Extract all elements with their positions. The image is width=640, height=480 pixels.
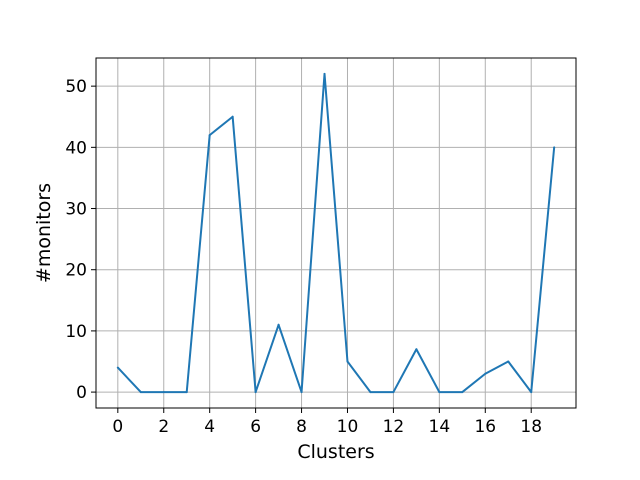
x-tick-label: 16 (474, 417, 496, 437)
y-tick-label: 0 (76, 383, 87, 403)
y-tick-label: 30 (65, 200, 87, 220)
data-point (438, 391, 441, 394)
data-point (530, 391, 533, 394)
data-point (346, 360, 349, 363)
data-point (162, 391, 165, 394)
x-tick-label: 10 (337, 417, 359, 437)
y-axis-label: #monitors (33, 183, 55, 283)
data-point (415, 348, 418, 351)
data-point (185, 391, 188, 394)
data-point (323, 72, 326, 75)
data-point (208, 134, 211, 137)
x-tick-label: 2 (158, 417, 169, 437)
data-point (254, 391, 257, 394)
x-tick-label: 8 (296, 417, 307, 437)
x-tick-label: 6 (250, 417, 261, 437)
y-tick-label: 20 (65, 261, 87, 281)
data-point (392, 391, 395, 394)
data-point (507, 360, 510, 363)
data-point (553, 146, 556, 149)
data-point (300, 391, 303, 394)
x-tick-label: 18 (520, 417, 542, 437)
x-tick-label: 12 (383, 417, 405, 437)
data-point (116, 366, 119, 369)
plot-frame (95, 57, 577, 409)
data-point (231, 115, 234, 118)
series-line (117, 72, 556, 394)
x-tick-label: 14 (429, 417, 451, 437)
data-point (484, 372, 487, 375)
y-tick-label: 40 (65, 138, 87, 158)
grid-lines (96, 58, 576, 408)
data-point (277, 323, 280, 326)
y-tick-label: 50 (65, 77, 87, 97)
x-tick-label: 4 (204, 417, 215, 437)
ticks: 0 2 4 6 8 10 12 14 16 18 0 10 20 30 40 50 (65, 77, 542, 437)
x-axis-label: Clusters (297, 441, 374, 463)
y-tick-label: 10 (65, 322, 87, 342)
data-point (139, 391, 142, 394)
series-layer (116, 72, 556, 394)
data-point (461, 391, 464, 394)
x-tick-label: 0 (112, 417, 123, 437)
data-point (369, 391, 372, 394)
